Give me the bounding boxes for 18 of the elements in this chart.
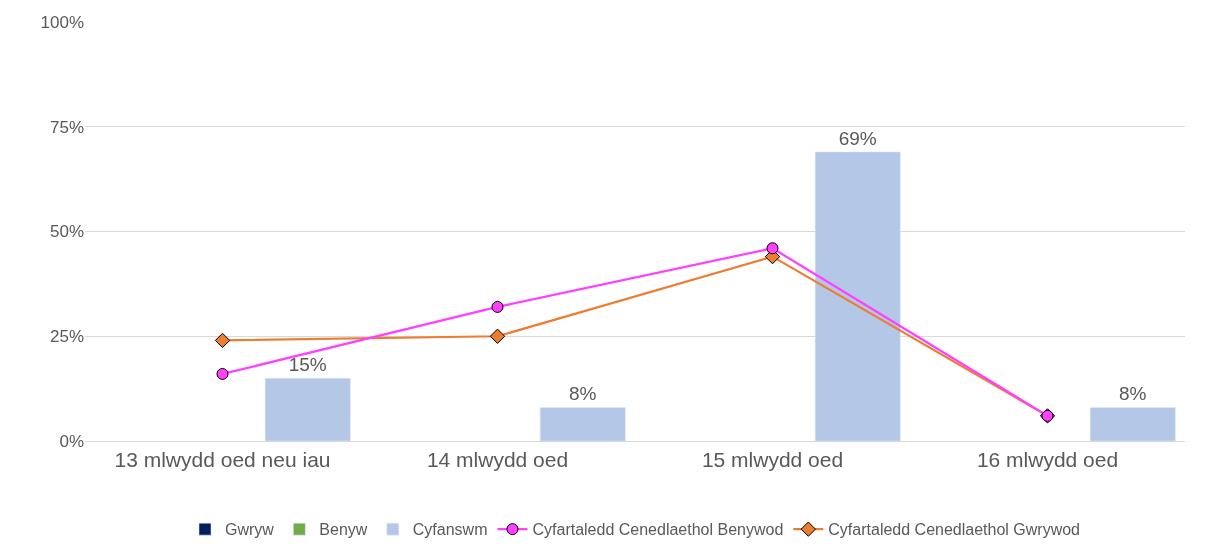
- data-label: 8%: [1118, 383, 1147, 405]
- y-tick-label: 50%: [49, 222, 84, 242]
- x-tick-label: 16 mlwydd oed: [976, 448, 1119, 472]
- x-tick-label: 13 mlwydd oed neu iau: [114, 448, 331, 472]
- data-label: 69%: [838, 127, 877, 149]
- legend-label: Cyfanswm: [412, 521, 488, 539]
- y-tick-label: 75%: [49, 117, 84, 137]
- data-label: 15%: [288, 354, 327, 376]
- y-tick-label: 100%: [40, 12, 84, 32]
- x-tick-label: 14 mlwydd oed: [426, 448, 569, 472]
- legend-label: Benyw: [319, 521, 368, 539]
- legend-label: Cyfartaledd Cenedlaethol Benywod: [532, 521, 784, 539]
- data-label: 8%: [568, 383, 597, 405]
- legend-label: Gwryw: [225, 521, 275, 539]
- legend-label: Cyfartaledd Cenedlaethol Gwrywod: [828, 521, 1080, 539]
- y-tick-label: 0%: [59, 431, 84, 451]
- y-tick-label: 25%: [49, 327, 84, 347]
- x-tick-label: 15 mlwydd oed: [701, 448, 844, 472]
